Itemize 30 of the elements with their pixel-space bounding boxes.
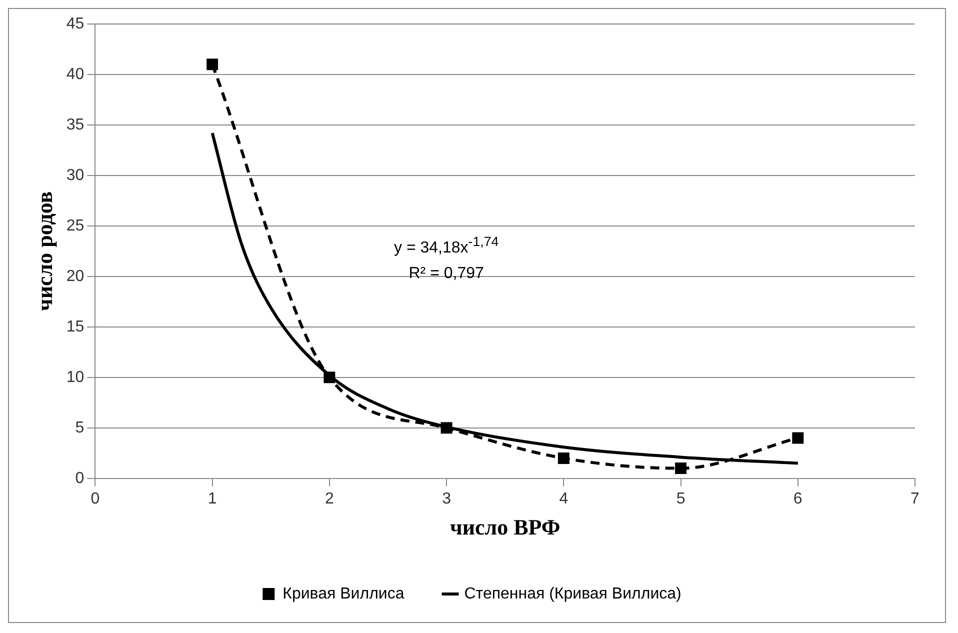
y-tick-label: 0 — [75, 470, 84, 487]
y-tick-label: 35 — [66, 116, 84, 134]
y-tick-label: 10 — [66, 368, 84, 386]
y-tick-label: 20 — [66, 268, 84, 285]
x-tick-label: 4 — [559, 490, 568, 508]
point — [558, 452, 570, 464]
y-axis-title: число родов — [32, 191, 57, 312]
x-axis-title: число ВРФ — [450, 514, 560, 540]
x-tick-label: 1 — [208, 490, 217, 508]
point — [675, 462, 687, 474]
y-tick-label: 5 — [75, 419, 84, 436]
x-tick-label: 5 — [676, 490, 686, 508]
x-tick-label: 2 — [324, 490, 334, 508]
x-tick-label: 0 — [90, 490, 100, 508]
legend-label: Степенная (Кривая Виллиса) — [464, 585, 682, 602]
annotation: R² = 0,797 — [408, 264, 485, 284]
y-tick-label: 25 — [66, 217, 84, 234]
y-tick-label: 15 — [66, 318, 84, 336]
annotation: y = 34,18x$^{-1,74}$ — [394, 233, 499, 258]
point — [792, 432, 804, 444]
point — [324, 372, 336, 384]
y-tick-label: 40 — [66, 66, 84, 83]
point — [440, 422, 452, 434]
x-tick-label: 6 — [793, 490, 802, 508]
x-tick-label: 7 — [910, 490, 920, 508]
point — [206, 58, 218, 70]
y-tick-label: 45 — [66, 15, 84, 32]
y-tick-label: 30 — [66, 166, 84, 184]
legend-label: Кривая Виллиса — [282, 585, 404, 602]
x-tick-label: 3 — [442, 490, 452, 508]
